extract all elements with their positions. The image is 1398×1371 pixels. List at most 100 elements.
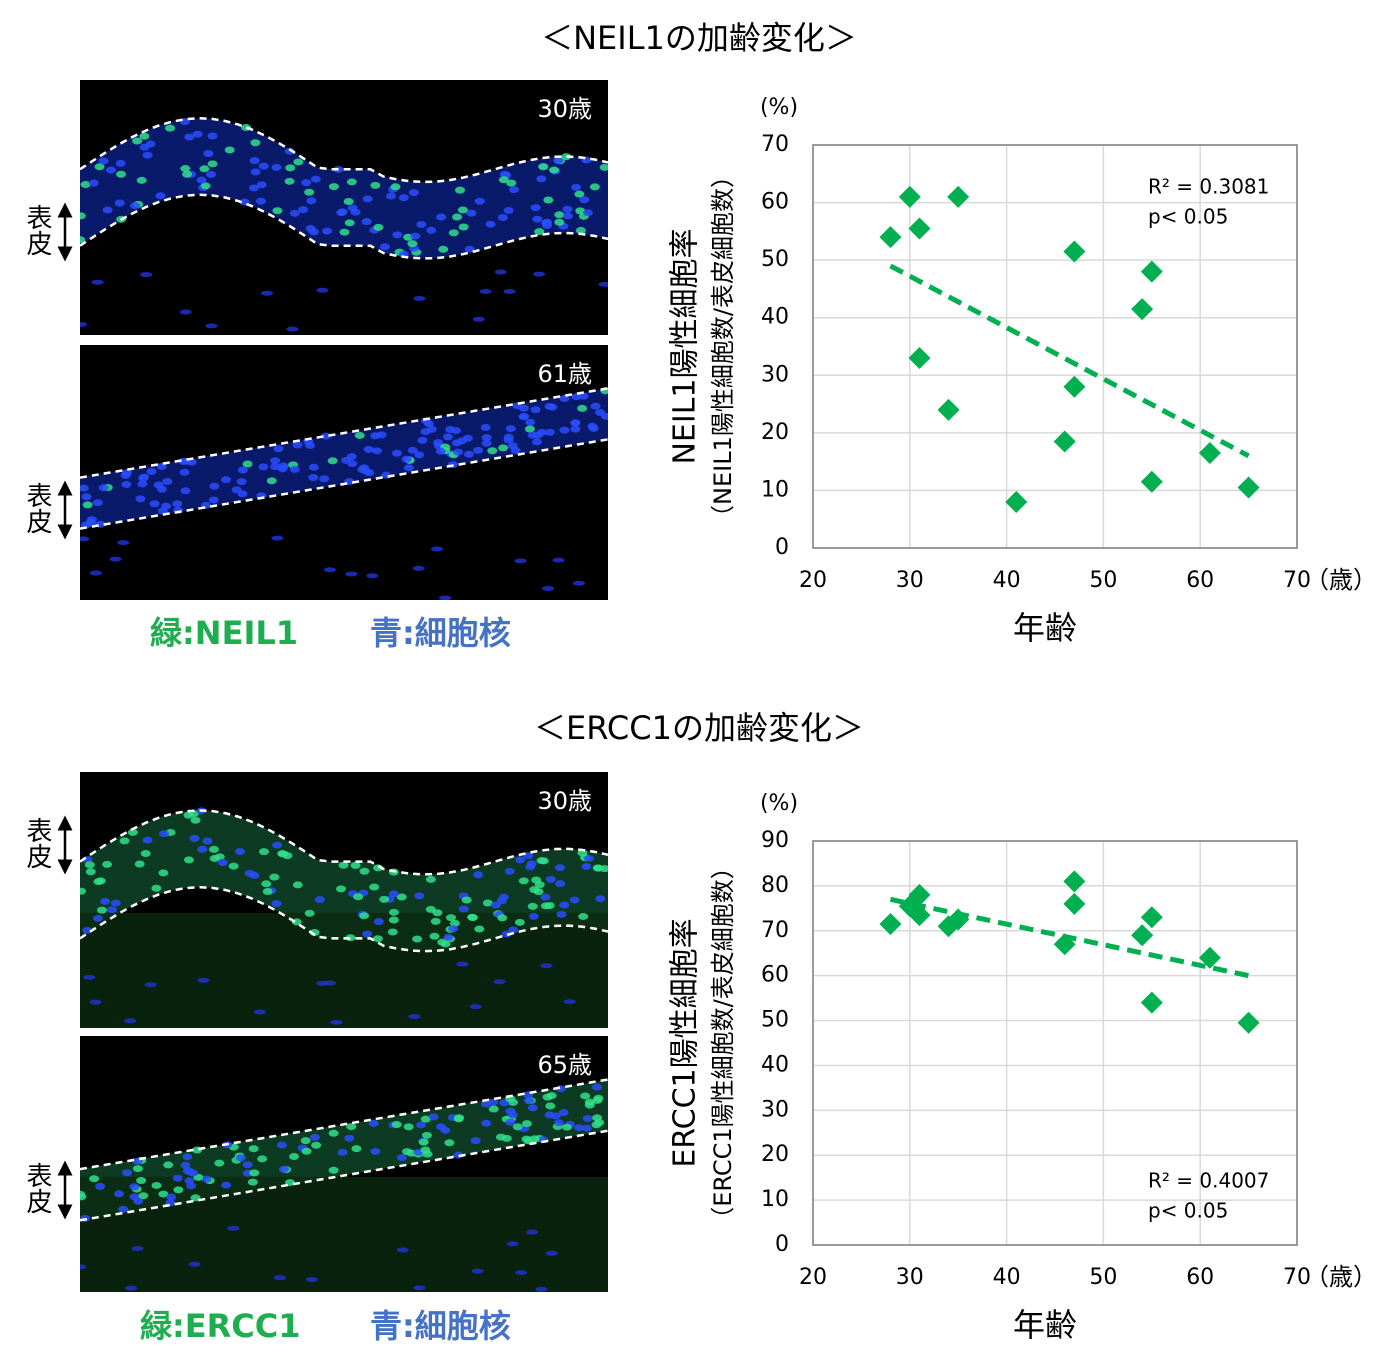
nucleus: [533, 271, 546, 277]
nucleus: [571, 393, 582, 401]
y-tick-label: 0: [775, 535, 789, 560]
nucleus: [142, 151, 153, 159]
nucleus: [387, 928, 398, 936]
nucleus: [501, 930, 512, 938]
nucleus: [284, 147, 295, 155]
nucleus: [266, 477, 277, 485]
y-tick-label: 70: [761, 918, 789, 943]
nucleus: [158, 1190, 169, 1198]
nucleus: [392, 231, 403, 239]
nucleus: [401, 455, 412, 463]
nucleus: [100, 897, 111, 905]
nucleus: [515, 1270, 528, 1276]
nucleus: [133, 1197, 144, 1205]
nucleus: [448, 229, 459, 237]
tissue: [80, 1078, 608, 1292]
nucleus: [201, 1175, 212, 1183]
nucleus: [518, 404, 529, 412]
nucleus: [362, 930, 373, 938]
nucleus: [509, 186, 520, 194]
point: [1140, 260, 1163, 283]
nucleus: [319, 475, 330, 483]
nucleus: [80, 484, 89, 492]
nucleus: [396, 893, 407, 901]
nucleus: [592, 1096, 603, 1104]
nucleus: [286, 326, 299, 332]
point: [1063, 375, 1086, 398]
nucleus: [200, 182, 211, 190]
nucleus: [497, 214, 508, 222]
nucleus: [80, 181, 91, 189]
nucleus: [186, 1182, 197, 1190]
nucleus: [122, 1169, 133, 1177]
point: [1140, 470, 1163, 493]
nucleus: [373, 918, 384, 926]
nucleus: [575, 207, 586, 215]
nucleus: [470, 1137, 481, 1145]
nucleus: [494, 269, 507, 275]
nucleus: [524, 1097, 535, 1105]
nucleus: [125, 1285, 138, 1291]
nucleus: [292, 881, 303, 889]
y-tick-label: 90: [761, 828, 789, 853]
x-tick-label: 40: [993, 568, 1021, 593]
nucleus: [461, 896, 472, 904]
region-label: 表皮: [22, 817, 52, 869]
point: [908, 347, 931, 370]
nucleus: [529, 1135, 540, 1143]
nucleus: [80, 536, 90, 542]
tissue: [80, 117, 608, 332]
y-tick-label: 30: [761, 1097, 789, 1122]
nucleus: [89, 570, 102, 576]
nucleus: [391, 449, 402, 457]
nucleus: [482, 899, 493, 907]
nucleus: [413, 1285, 426, 1291]
nucleus: [231, 486, 242, 494]
nucleus: [534, 228, 545, 236]
nucleus: [309, 1133, 320, 1141]
nucleus: [285, 164, 296, 172]
x-tick-label: 40: [993, 1265, 1021, 1290]
annotation: R² = 0.4007: [1148, 1169, 1269, 1193]
nucleus: [271, 535, 284, 541]
nucleus: [165, 124, 176, 132]
nucleus: [304, 188, 315, 196]
nucleus: [428, 1113, 439, 1121]
nucleus: [426, 226, 437, 234]
nucleus: [388, 890, 399, 898]
nucleus: [481, 434, 492, 442]
point: [879, 913, 902, 936]
nucleus: [155, 192, 166, 200]
nucleus: [183, 856, 194, 864]
nucleus: [553, 1119, 564, 1127]
nucleus: [430, 917, 441, 925]
nucleus: [258, 848, 269, 856]
nucleus: [98, 484, 109, 492]
nucleus: [412, 935, 423, 943]
nucleus: [163, 1161, 174, 1169]
nucleus: [308, 228, 319, 236]
nucleus: [205, 323, 218, 329]
nucleus: [572, 580, 585, 586]
nucleus: [445, 426, 456, 434]
x-unit: （歳）: [1305, 1263, 1377, 1291]
boundary: [80, 1078, 608, 1171]
nucleus: [256, 181, 267, 189]
y-tick-label: 20: [761, 420, 789, 445]
x-tick-label: 70: [1283, 1265, 1311, 1290]
point: [1131, 298, 1154, 321]
nucleus: [362, 195, 373, 203]
nucleus: [544, 902, 555, 910]
trendline: [889, 263, 1250, 459]
y-tick-label: 10: [761, 477, 789, 502]
nucleus: [242, 460, 253, 468]
nucleus: [80, 1193, 87, 1201]
nucleus: [581, 863, 592, 871]
nucleus: [272, 841, 283, 849]
nucleus: [134, 860, 145, 868]
nucleus: [270, 457, 281, 465]
nucleus: [403, 464, 414, 472]
nucleus: [203, 149, 214, 157]
nucleus: [140, 850, 151, 858]
nucleus: [408, 189, 419, 197]
